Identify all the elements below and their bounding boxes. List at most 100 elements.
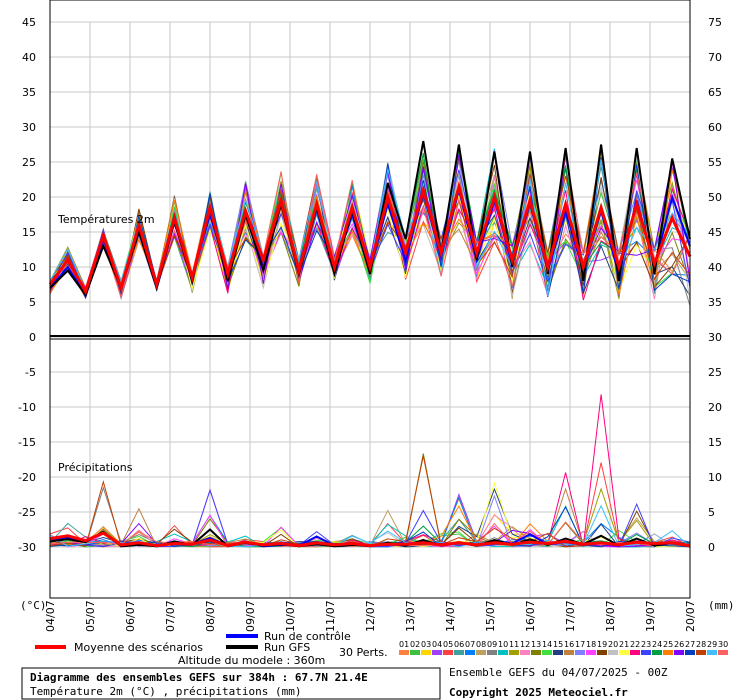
- x-tick-date: 07/07: [164, 600, 177, 632]
- unit-right: (mm): [708, 599, 735, 612]
- x-tick-date: 15/07: [484, 600, 497, 632]
- y-tick-left: 15: [22, 226, 36, 239]
- pert-number: 19: [597, 640, 607, 649]
- pert-swatch: [487, 650, 497, 655]
- perturbation-legend: 01 02 03 04 05 06 07 08 09 10 11 12 13 14 15 16 17 18 19 20…: [399, 640, 728, 655]
- x-tick-date: 19/07: [644, 600, 657, 632]
- x-tick-date: 08/07: [204, 600, 217, 632]
- legend: Moyenne des scénarios Run de contrôle Ru…: [35, 630, 728, 667]
- x-tick-date: 11/07: [324, 600, 337, 632]
- pert-swatch: [443, 650, 453, 655]
- precipitation-panel-label: Précipitations: [58, 461, 133, 474]
- pert-number: 30: [718, 640, 728, 649]
- pert-number: 20: [608, 640, 618, 649]
- y-tick-right: 50: [708, 191, 722, 204]
- y-tick-right: 25: [708, 366, 722, 379]
- y-tick-right: 55: [708, 156, 722, 169]
- pert-number: 28: [696, 640, 706, 649]
- y-tick-left: 30: [22, 121, 36, 134]
- pert-number: 13: [531, 640, 541, 649]
- grid: [49, 21, 691, 598]
- pert-swatch: [597, 650, 607, 655]
- legend-control-label: Run de contrôle: [264, 630, 351, 643]
- y-tick-right: 30: [708, 331, 722, 344]
- x-tick-date: 09/07: [244, 600, 257, 632]
- main-series: [48, 140, 692, 548]
- pert-swatch: [410, 650, 420, 655]
- pert-number: 01: [399, 640, 409, 649]
- pert-swatch: [630, 650, 640, 655]
- y-tick-right: 0: [708, 541, 715, 554]
- info-title: Diagramme des ensembles GEFS sur 384h : …: [30, 671, 368, 684]
- plot-frame: [49, 0, 691, 599]
- mean-precip-line: [49, 531, 691, 548]
- pert-number: 29: [707, 640, 717, 649]
- pert-number: 24: [652, 640, 662, 649]
- pert-number: 06: [454, 640, 464, 649]
- x-tick-date: 16/07: [524, 600, 537, 632]
- pert-swatch: [674, 650, 684, 655]
- pert-number: 16: [564, 640, 574, 649]
- y-tick-left: 45: [22, 16, 36, 29]
- pert-swatch: [399, 650, 409, 655]
- y-tick-left: -10: [18, 401, 36, 414]
- pert-number: 18: [586, 640, 596, 649]
- pert-number: 09: [487, 640, 497, 649]
- y-tick-left: -25: [18, 506, 36, 519]
- pert-swatch: [432, 650, 442, 655]
- info-subtitle: Température 2m (°C) , précipitations (mm…: [30, 685, 302, 698]
- x-tick-date: 12/07: [364, 600, 377, 632]
- y-tick-right: 40: [708, 261, 722, 274]
- pert-swatch: [531, 650, 541, 655]
- legend-perts-label: 30 Perts.: [339, 646, 388, 659]
- pert-number: 04: [432, 640, 442, 649]
- y-tick-left: 25: [22, 156, 36, 169]
- y-tick-right: 5: [708, 506, 715, 519]
- pert-number: 03: [421, 640, 431, 649]
- pert-number: 12: [520, 640, 530, 649]
- y-tick-right: 15: [708, 436, 722, 449]
- y-tick-left: 35: [22, 86, 36, 99]
- pert-swatch: [685, 650, 695, 655]
- x-tick-date: 06/07: [124, 600, 137, 632]
- pert-swatch: [498, 650, 508, 655]
- pert-number: 21: [619, 640, 629, 649]
- y-tick-right: 45: [708, 226, 722, 239]
- y-tick-right: 75: [708, 16, 722, 29]
- unit-left: (°C): [20, 599, 47, 612]
- y-tick-right: 20: [708, 401, 722, 414]
- pert-swatch: [476, 650, 486, 655]
- x-tick-date: 05/07: [84, 600, 97, 632]
- y-tick-right: 35: [708, 296, 722, 309]
- pert-number: 14: [542, 640, 552, 649]
- x-tick-date: 10/07: [284, 600, 297, 632]
- pert-swatch: [520, 650, 530, 655]
- pert-number: 02: [410, 640, 420, 649]
- pert-swatch: [575, 650, 585, 655]
- x-tick-date: 04/07: [44, 600, 57, 632]
- pert-number: 27: [685, 640, 695, 649]
- pert-number: 17: [575, 640, 585, 649]
- y-tick-right: 10: [708, 471, 722, 484]
- ensemble-run-label: Ensemble GEFS du 04/07/2025 - 00Z: [449, 666, 668, 679]
- pert-number: 10: [498, 640, 508, 649]
- pert-swatch: [663, 650, 673, 655]
- pert-number: 23: [641, 640, 651, 649]
- pert-number: 08: [476, 640, 486, 649]
- y-tick-left: -5: [25, 366, 36, 379]
- x-tick-date: 14/07: [444, 600, 457, 632]
- copyright: Copyright 2025 Meteociel.fr: [449, 686, 628, 699]
- x-tick-date: 18/07: [604, 600, 617, 632]
- pert-number: 15: [553, 640, 563, 649]
- y-tick-left: 0: [29, 331, 36, 344]
- y-tick-left: 20: [22, 191, 36, 204]
- pert-number: 07: [465, 640, 475, 649]
- y-tick-left: 10: [22, 261, 36, 274]
- pert-swatch: [586, 650, 596, 655]
- pert-swatch: [454, 650, 464, 655]
- y-tick-left: 5: [29, 296, 36, 309]
- pert-swatch: [564, 650, 574, 655]
- legend-gfs-label: Run GFS: [264, 641, 310, 654]
- mean-temp-line: [48, 180, 692, 296]
